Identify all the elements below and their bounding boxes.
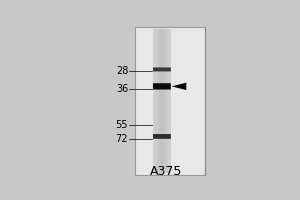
Bar xyxy=(159,29,160,173)
Bar xyxy=(169,29,170,173)
Text: 28: 28 xyxy=(116,66,128,76)
Text: 55: 55 xyxy=(116,120,128,130)
Bar xyxy=(163,29,164,173)
Bar xyxy=(168,29,169,173)
Bar xyxy=(167,29,168,173)
Polygon shape xyxy=(172,83,186,90)
Bar xyxy=(160,29,161,173)
FancyBboxPatch shape xyxy=(153,134,171,139)
Bar xyxy=(165,29,166,173)
Bar xyxy=(135,27,205,175)
Bar xyxy=(164,29,165,173)
Bar xyxy=(158,29,159,173)
FancyBboxPatch shape xyxy=(153,67,171,71)
Bar xyxy=(154,29,155,173)
Bar xyxy=(153,29,154,173)
Bar xyxy=(161,29,162,173)
Text: 72: 72 xyxy=(116,134,128,144)
FancyBboxPatch shape xyxy=(153,83,171,90)
Bar xyxy=(170,29,171,173)
Text: 36: 36 xyxy=(116,84,128,94)
Bar xyxy=(155,29,156,173)
Text: A375: A375 xyxy=(150,165,183,178)
Bar xyxy=(162,29,163,173)
Bar xyxy=(156,29,157,173)
Bar xyxy=(157,29,158,173)
